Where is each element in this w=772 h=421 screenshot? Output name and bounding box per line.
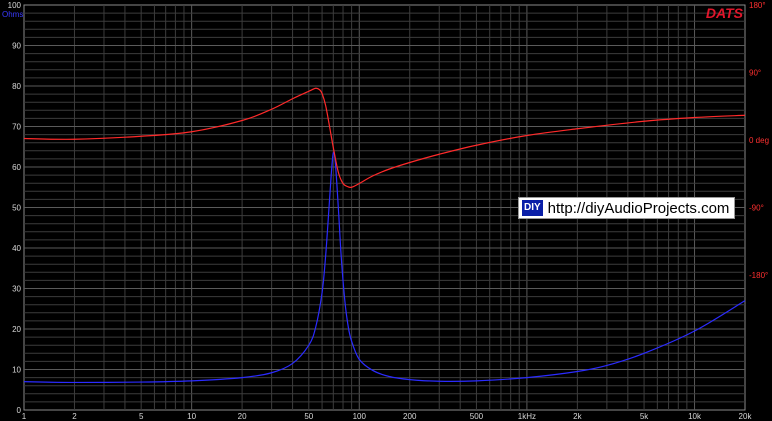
y-left-tick-label: 70 bbox=[12, 123, 21, 132]
y-left-tick-label: 100 bbox=[8, 1, 22, 10]
x-tick-label: 100 bbox=[353, 412, 367, 421]
diy-logo: DIY bbox=[522, 200, 543, 216]
impedance-curve bbox=[23, 151, 746, 384]
x-tick-label: 2k bbox=[573, 412, 582, 421]
x-tick-label: 10k bbox=[688, 412, 702, 421]
x-tick-label: 200 bbox=[403, 412, 417, 421]
y-left-tick-label: 30 bbox=[12, 285, 21, 294]
x-tick-label: 5k bbox=[640, 412, 649, 421]
watermark-badge: DIY http://diyAudioProjects.com bbox=[518, 197, 736, 219]
x-tick-label: 1 bbox=[22, 412, 27, 421]
x-tick-label: 2 bbox=[72, 412, 77, 421]
x-tick-label: 10 bbox=[187, 412, 196, 421]
x-tick-label: 500 bbox=[470, 412, 484, 421]
y-left-tick-label: 60 bbox=[12, 163, 21, 172]
x-tick-label: 20 bbox=[238, 412, 247, 421]
watermark-url: http://diyAudioProjects.com bbox=[547, 199, 730, 217]
y-left-tick-label: 90 bbox=[12, 42, 21, 51]
y-right-tick-label: 180° bbox=[749, 1, 766, 10]
y-left-tick-label: 20 bbox=[12, 325, 21, 334]
y-left-tick-label: 0 bbox=[17, 406, 22, 415]
x-tick-label: 1kHz bbox=[518, 412, 536, 421]
x-tick-label: 50 bbox=[304, 412, 313, 421]
y-left-tick-label: 40 bbox=[12, 244, 21, 253]
y-left-tick-label: 50 bbox=[12, 204, 21, 213]
y-left-axis-label: Ohms bbox=[2, 10, 23, 19]
x-tick-label: 5 bbox=[139, 412, 144, 421]
y-left-tick-label: 10 bbox=[12, 366, 21, 375]
x-tick-label: 20k bbox=[739, 412, 753, 421]
phase-curve bbox=[23, 87, 746, 189]
y-left-tick-label: 80 bbox=[12, 82, 21, 91]
y-right-tick-label: -90° bbox=[749, 204, 764, 213]
brand-logo: DATS bbox=[706, 5, 744, 21]
y-right-tick-label: 0 deg bbox=[749, 136, 769, 145]
y-right-tick-label: 90° bbox=[749, 69, 761, 78]
y-right-tick-label: -180° bbox=[749, 271, 768, 280]
